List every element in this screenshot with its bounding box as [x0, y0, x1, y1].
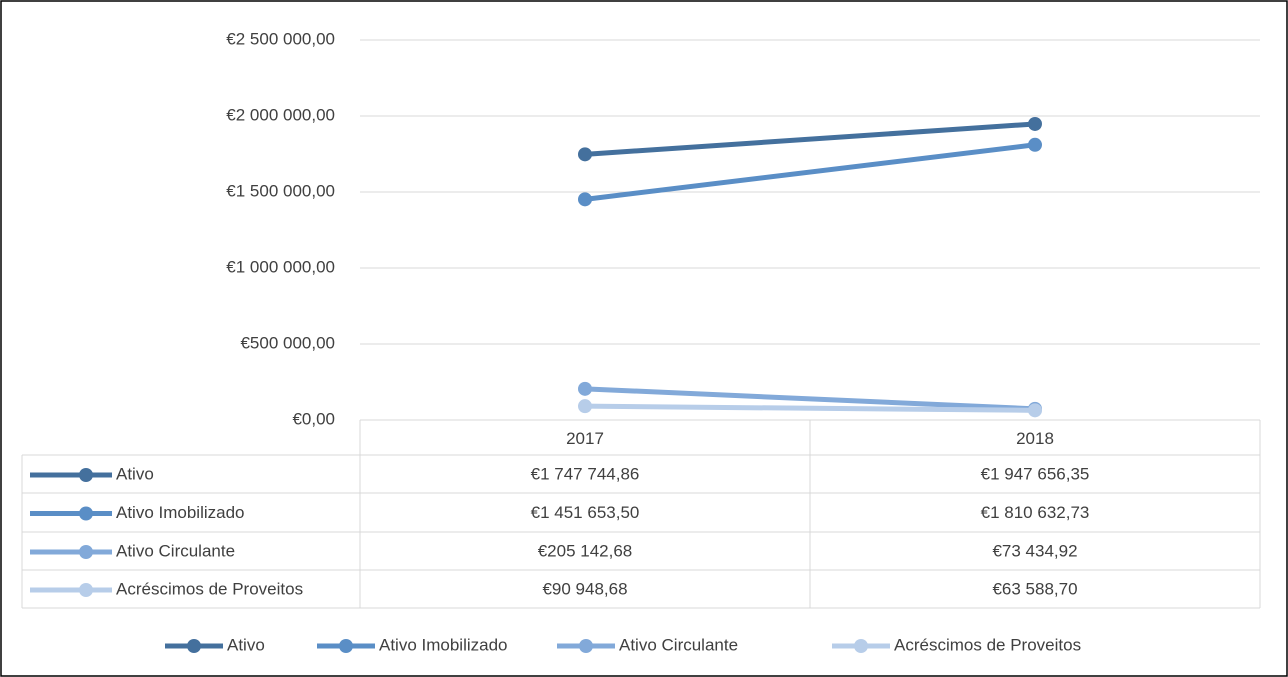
y-tick-label: €1 000 000,00 — [226, 257, 335, 276]
table-series-name: Acréscimos de Proveitos — [116, 579, 303, 598]
series-point — [1028, 116, 1042, 131]
legend-label: Ativo Imobilizado — [379, 635, 508, 654]
y-tick-label: €2 500 000,00 — [226, 29, 335, 48]
table-value: €1 747 744,86 — [531, 464, 640, 483]
legend-key — [187, 639, 201, 653]
series-point — [578, 381, 592, 396]
series-point — [578, 192, 592, 207]
series-point — [578, 147, 592, 162]
legend-label: Acréscimos de Proveitos — [894, 635, 1081, 654]
series-point — [1028, 403, 1042, 418]
table-series-name: Ativo Circulante — [116, 541, 235, 560]
table-series-name: Ativo — [116, 464, 154, 483]
series-line — [584, 386, 1036, 412]
table-value: €90 948,68 — [542, 579, 627, 598]
legend-key — [854, 639, 868, 653]
table-legend-key — [79, 506, 93, 521]
table-value: €63 588,70 — [992, 579, 1077, 598]
y-tick-label: €2 000 000,00 — [226, 105, 335, 124]
table-value: €1 810 632,73 — [981, 503, 1090, 522]
legend-label: Ativo — [227, 635, 265, 654]
y-tick-label: €0,00 — [292, 409, 335, 428]
y-tick-label: €1 500 000,00 — [226, 181, 335, 200]
legend-key — [579, 639, 593, 653]
table-legend-key — [79, 545, 93, 559]
table-legend-key — [79, 583, 93, 597]
series-line — [584, 121, 1036, 157]
x-tick-label: 2017 — [566, 429, 604, 448]
x-tick-label: 2018 — [1016, 429, 1054, 448]
series-point — [578, 399, 592, 414]
table-value: €1 451 653,50 — [531, 503, 640, 522]
table-value: €73 434,92 — [992, 541, 1077, 560]
series-line — [584, 142, 1036, 202]
table-series-name: Ativo Imobilizado — [116, 503, 245, 522]
table-legend-key — [79, 468, 93, 482]
legend-key — [339, 639, 353, 653]
y-tick-label: €500 000,00 — [240, 333, 335, 352]
legend-label: Ativo Circulante — [619, 635, 738, 654]
table-value: €1 947 656,35 — [981, 464, 1090, 483]
table-value: €205 142,68 — [538, 541, 633, 560]
series-point — [1028, 137, 1042, 152]
series-line — [584, 403, 1036, 413]
